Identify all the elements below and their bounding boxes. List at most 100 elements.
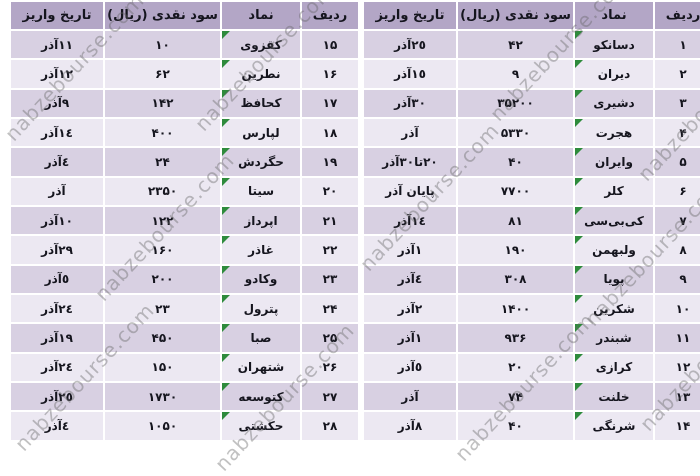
dividend-cell: ۲۳ xyxy=(91,294,208,323)
header-symbol: نماد xyxy=(208,1,288,30)
row-number-cell: ۱۹ xyxy=(288,147,346,176)
symbol-cell: شتهران xyxy=(208,353,288,382)
symbol-cell: کتوسعه xyxy=(208,382,288,411)
symbol-label: پویا xyxy=(590,272,611,286)
dividend-cell: ۸۱ xyxy=(444,206,561,235)
header-row-number: ردیف xyxy=(288,1,346,30)
date-cell: ٨آذر xyxy=(350,411,444,441)
symbol-label: کلر xyxy=(591,184,610,198)
dividend-cell: ۹ xyxy=(444,59,561,88)
symbol-cell: دشیری xyxy=(561,89,641,118)
symbol-cell: صبا xyxy=(208,323,288,352)
table-row: ۲۳ وکادو ۲۰۰ ٥آذر xyxy=(0,265,346,294)
row-number-cell: ۲۵ xyxy=(288,323,346,352)
dividend-cell: ۲۴ xyxy=(91,147,208,176)
cell-corner-marker-icon xyxy=(209,90,217,98)
header-row: ردیف نماد سود نقدی (ریال) تاریخ واریز xyxy=(0,1,346,30)
symbol-label: لپارس xyxy=(229,126,266,140)
symbol-cell: ولبهمن xyxy=(561,235,641,264)
symbol-label: حکشتی xyxy=(226,419,271,433)
symbol-cell: هجرت xyxy=(561,118,641,147)
dividend-cell: ۱۴۲ xyxy=(91,89,208,118)
dividend-cell: ۱۴۰۰ xyxy=(444,294,561,323)
dividend-cell: ۷۷۰۰ xyxy=(444,177,561,206)
date-cell: ٩آذر xyxy=(0,89,91,118)
cell-corner-marker-icon xyxy=(562,90,570,98)
symbol-label: کحافظ xyxy=(228,96,269,110)
symbol-label: کقزوی xyxy=(227,38,269,52)
row-number-cell: ۷ xyxy=(641,206,699,235)
table-row: ۱۶ نطرین ۶۲ ١٢آذر xyxy=(0,59,346,88)
table-row: ۱۴ شرنگی ۴۰ ٨آذر xyxy=(350,411,699,441)
symbol-label: حگردش xyxy=(225,155,271,169)
date-cell: ٥آذر xyxy=(350,353,444,382)
dividend-cell: ۲۰۰ xyxy=(91,265,208,294)
cell-corner-marker-icon xyxy=(562,148,570,156)
date-cell: آذر xyxy=(0,177,91,206)
dividend-cell: ۱۷۳۰ xyxy=(91,382,208,411)
date-cell: پایان آذر xyxy=(350,177,444,206)
symbol-cell: کلر xyxy=(561,177,641,206)
cell-corner-marker-icon xyxy=(562,324,570,332)
symbol-label: ولبهمن xyxy=(579,243,623,257)
cell-corner-marker-icon xyxy=(562,60,570,68)
header-dividend: سود نقدی (ریال) xyxy=(91,1,208,30)
cell-corner-marker-icon xyxy=(562,354,570,362)
dividend-cell: ۳۰۸ xyxy=(444,265,561,294)
dividends-table-right: ردیف نماد سود نقدی (ریال) تاریخ واریز ۱ … xyxy=(349,0,700,442)
symbol-label: اپرداز xyxy=(231,214,264,228)
date-cell: ١٤آذر xyxy=(0,118,91,147)
dividend-cell: ۲۳۵۰ xyxy=(91,177,208,206)
row-number-cell: ۲۷ xyxy=(288,382,346,411)
cell-corner-marker-icon xyxy=(562,383,570,391)
date-cell: ١آذر xyxy=(350,323,444,352)
symbol-label: شکرین xyxy=(580,302,622,316)
row-number-cell: ۱۲ xyxy=(641,353,699,382)
symbol-cell: وکادو xyxy=(208,265,288,294)
cell-corner-marker-icon xyxy=(562,119,570,127)
date-cell: ١آذر xyxy=(350,235,444,264)
cell-corner-marker-icon xyxy=(562,31,570,39)
header-date: تاریخ واریز xyxy=(0,1,91,30)
table-row: ۱۲ کرازی ۲۰ ٥آذر xyxy=(350,353,699,382)
row-number-cell: ۱۷ xyxy=(288,89,346,118)
dividend-cell: ۱۰ xyxy=(91,30,208,59)
cell-corner-marker-icon xyxy=(209,207,217,215)
symbol-cell: کحافظ xyxy=(208,89,288,118)
row-number-cell: ۸ xyxy=(641,235,699,264)
table-row: ۱۷ کحافظ ۱۴۲ ٩آذر xyxy=(0,89,346,118)
row-number-cell: ۱۴ xyxy=(641,411,699,441)
symbol-label: نطرین xyxy=(229,67,268,81)
symbol-cell: پویا xyxy=(561,265,641,294)
table-row: ۱۹ حگردش ۲۴ ٤آذر xyxy=(0,147,346,176)
dividend-cell: ۴۲ xyxy=(444,30,561,59)
symbol-label: دسانکو xyxy=(580,38,621,52)
symbol-cell: غاذر xyxy=(208,235,288,264)
date-cell: ٢٥آذر xyxy=(350,30,444,59)
symbol-cell: نطرین xyxy=(208,59,288,88)
symbol-label: کتوسعه xyxy=(225,390,270,404)
dividend-tables-container: ردیف نماد سود نقدی (ریال) تاریخ واریز ۱ … xyxy=(0,0,700,442)
dividend-cell: ۴۰۰ xyxy=(91,118,208,147)
date-cell: ١٤آذر xyxy=(350,206,444,235)
table-row: ۲۷ کتوسعه ۱۷۳۰ ٢٥آذر xyxy=(0,382,346,411)
symbol-cell: شرنگی xyxy=(561,411,641,441)
header-dividend: سود نقدی (ریال) xyxy=(444,1,561,30)
row-number-cell: ۲ xyxy=(641,59,699,88)
row-number-cell: ۲۶ xyxy=(288,353,346,382)
table-row: ۴ هجرت ۵۳۳۰ آذر xyxy=(350,118,699,147)
table-row: ۱ دسانکو ۴۲ ٢٥آذر xyxy=(350,30,699,59)
table-row: ۲۶ شتهران ۱۵۰ ٢٤آذر xyxy=(0,353,346,382)
cell-corner-marker-icon xyxy=(209,60,217,68)
date-cell: ٤آذر xyxy=(0,147,91,176)
date-cell: ٤آذر xyxy=(0,411,91,441)
cell-corner-marker-icon xyxy=(562,295,570,303)
dividend-cell: ۴۰ xyxy=(444,411,561,441)
date-cell: ١٢آذر xyxy=(0,59,91,88)
header-row-number: ردیف xyxy=(641,1,699,30)
dividend-cell: ۲۰ xyxy=(444,353,561,382)
row-number-cell: ۲۸ xyxy=(288,411,346,441)
row-number-cell: ۱۶ xyxy=(288,59,346,88)
symbol-cell: خلنت xyxy=(561,382,641,411)
row-number-cell: ۲۴ xyxy=(288,294,346,323)
